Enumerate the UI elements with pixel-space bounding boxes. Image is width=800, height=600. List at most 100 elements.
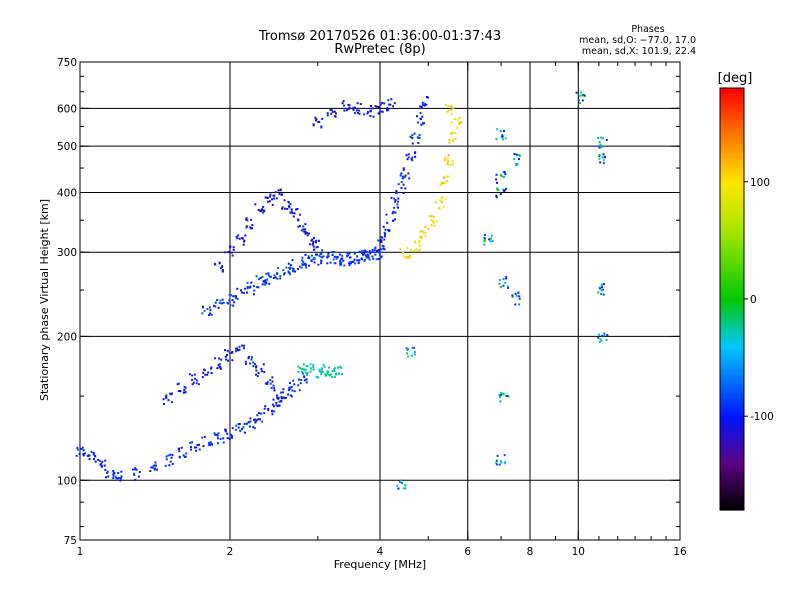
echo-point <box>271 409 274 412</box>
echo-point <box>264 405 267 408</box>
echo-point <box>241 427 243 430</box>
echo-point <box>347 107 350 110</box>
echo-point <box>369 252 372 255</box>
echo-point <box>500 175 503 178</box>
echo-point <box>321 249 324 252</box>
echo-point <box>279 275 282 277</box>
echo-point <box>357 262 360 264</box>
echo-point <box>364 254 367 257</box>
echo-point <box>411 156 414 159</box>
echo-point <box>261 275 264 278</box>
echo-point <box>191 374 194 377</box>
echo-point <box>351 261 354 263</box>
echo-point <box>289 273 292 276</box>
echo-point <box>312 124 315 127</box>
echo-point <box>209 312 212 315</box>
x-tick-label: 1 <box>77 546 84 558</box>
colorbar-band <box>720 193 744 197</box>
echo-point <box>393 206 396 209</box>
colorbar-band <box>720 261 744 265</box>
echo-point <box>137 475 140 478</box>
echo-point <box>98 459 101 462</box>
echo-point <box>390 98 393 101</box>
echo-point <box>422 122 425 125</box>
echo-point <box>513 153 516 156</box>
echo-point <box>133 474 136 477</box>
echo-point <box>208 314 211 316</box>
echo-point <box>289 394 292 397</box>
echo-point <box>255 275 258 278</box>
echo-point <box>505 277 508 280</box>
colorbar-label: [deg] <box>718 71 753 86</box>
echo-point <box>252 426 255 429</box>
echo-point <box>264 196 267 199</box>
echo-point <box>250 281 253 284</box>
echo-point <box>300 370 303 373</box>
echo-point <box>162 403 165 405</box>
colorbar-band <box>720 409 744 413</box>
echo-point <box>156 468 159 471</box>
colorbar-band <box>720 252 744 256</box>
echo-point <box>518 297 521 300</box>
echo-point <box>251 227 253 230</box>
echo-point <box>402 251 405 254</box>
echo-point <box>367 254 370 257</box>
colorbar-band <box>720 357 744 361</box>
echo-point <box>165 458 168 461</box>
echo-point <box>254 363 256 366</box>
echo-point <box>235 235 238 238</box>
echo-point <box>209 444 212 447</box>
echo-point <box>498 279 501 281</box>
echo-point <box>376 249 378 252</box>
echo-point <box>193 446 196 449</box>
colorbar-band <box>720 231 744 234</box>
echo-point <box>105 476 108 479</box>
echo-point <box>253 418 255 421</box>
colorbar-band <box>720 341 744 345</box>
echo-point <box>397 200 399 203</box>
echo-point <box>237 423 240 426</box>
echo-point <box>306 234 309 237</box>
echo-point <box>517 158 520 161</box>
echo-point <box>101 460 104 463</box>
echo-point <box>311 243 314 246</box>
echo-point <box>318 369 321 372</box>
echo-point <box>90 450 93 453</box>
echo-point <box>426 96 429 99</box>
echo-point <box>220 358 223 361</box>
echo-point <box>326 372 329 375</box>
echo-point <box>249 417 252 420</box>
echo-point <box>178 456 181 459</box>
echo-point <box>602 153 605 156</box>
echo-point <box>314 116 317 119</box>
echo-point <box>604 156 606 159</box>
echo-point <box>425 103 428 106</box>
echo-point <box>213 262 216 265</box>
echo-point <box>303 230 306 233</box>
echo-point <box>210 366 213 369</box>
colorbar-band <box>720 282 744 286</box>
echo-point <box>503 462 506 465</box>
colorbar-band <box>720 444 744 448</box>
echo-point <box>329 108 332 111</box>
echo-point <box>273 197 276 200</box>
echo-point <box>273 274 276 277</box>
echo-point <box>267 200 270 203</box>
colorbar-band <box>720 172 744 176</box>
echo-point <box>423 102 426 105</box>
colorbar-band <box>720 301 744 305</box>
echo-point <box>224 355 227 358</box>
colorbar-band <box>720 413 744 417</box>
echo-point <box>305 373 308 376</box>
echo-point <box>373 249 376 252</box>
colorbar-band <box>720 411 744 415</box>
echo-point <box>171 462 174 465</box>
echo-point <box>298 213 301 216</box>
echo-point <box>435 220 438 223</box>
echo-point <box>597 291 600 294</box>
echo-point <box>150 466 153 469</box>
echo-point <box>303 368 306 371</box>
echo-point <box>599 146 602 149</box>
echo-point <box>450 121 453 124</box>
echo-point <box>260 210 262 213</box>
